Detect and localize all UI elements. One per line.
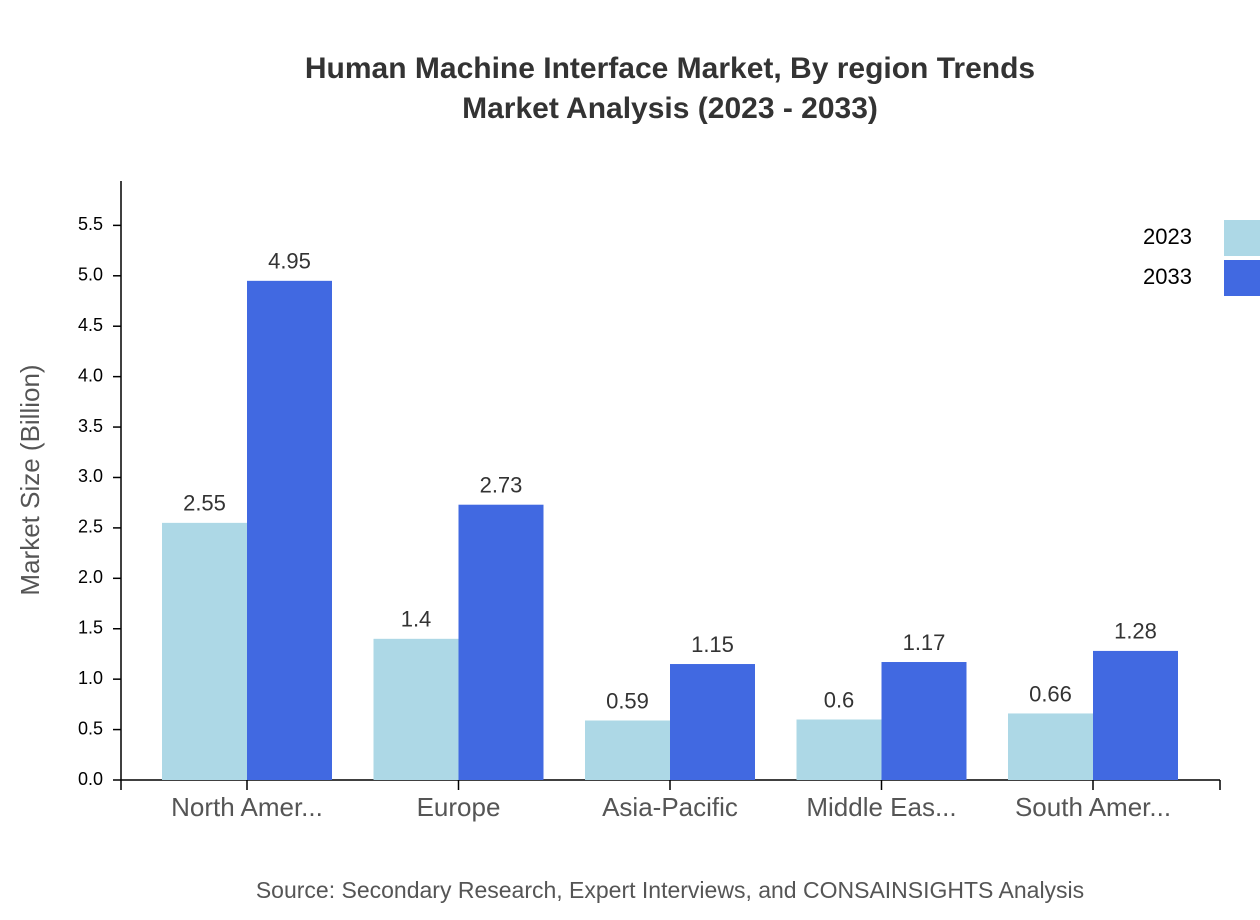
y-tick-label: 5.5 — [78, 214, 103, 234]
x-tick-label: Middle Eas... — [806, 792, 956, 822]
data-label: 2.55 — [183, 491, 226, 516]
bar — [585, 720, 670, 780]
data-label: 1.15 — [691, 632, 734, 657]
x-tick-label: Asia-Pacific — [602, 792, 738, 822]
data-label: 1.4 — [401, 607, 432, 632]
data-label: 4.95 — [268, 249, 311, 274]
source-note: Source: Secondary Research, Expert Inter… — [256, 877, 1084, 903]
y-tick-label: 1.0 — [78, 668, 103, 688]
y-tick-label: 0.5 — [78, 718, 103, 738]
bar — [670, 664, 755, 780]
y-axis-label: Market Size (Billion) — [15, 364, 45, 595]
data-label: 1.28 — [1114, 619, 1157, 644]
y-tick-label: 5.0 — [78, 265, 103, 285]
legend-label: 2023 — [1143, 224, 1192, 249]
legend-swatch — [1224, 220, 1260, 256]
bar — [373, 638, 459, 780]
bar — [162, 522, 247, 780]
legend-swatch — [1224, 260, 1260, 296]
y-tick-label: 4.0 — [78, 365, 103, 385]
y-tick-label: 3.5 — [78, 416, 103, 436]
x-tick-label: South Amer... — [1015, 792, 1171, 822]
y-tick-label: 4.5 — [78, 315, 103, 335]
bar — [796, 719, 882, 780]
y-tick-label: 2.5 — [78, 517, 103, 537]
y-tick-label: 1.5 — [78, 617, 103, 637]
data-label: 2.73 — [480, 473, 523, 498]
bar — [1093, 650, 1178, 780]
y-tick-label: 3.0 — [78, 466, 103, 486]
chart-title: Human Machine Interface Market, By regio… — [305, 52, 1035, 85]
bar — [1008, 713, 1093, 780]
legend-label: 2033 — [1143, 264, 1192, 289]
x-tick-label: North Amer... — [171, 792, 323, 822]
data-label: 0.6 — [824, 687, 855, 712]
y-tick-label: 2.0 — [78, 567, 103, 587]
x-tick-label: Europe — [417, 792, 501, 822]
bar — [881, 662, 967, 780]
bar — [247, 280, 332, 780]
data-label: 1.17 — [903, 630, 946, 655]
data-label: 0.66 — [1029, 681, 1072, 706]
chart-title: Market Analysis (2023 - 2033) — [462, 92, 878, 125]
bar — [458, 504, 544, 780]
y-tick-label: 0.0 — [78, 769, 103, 789]
data-label: 0.59 — [606, 688, 649, 713]
